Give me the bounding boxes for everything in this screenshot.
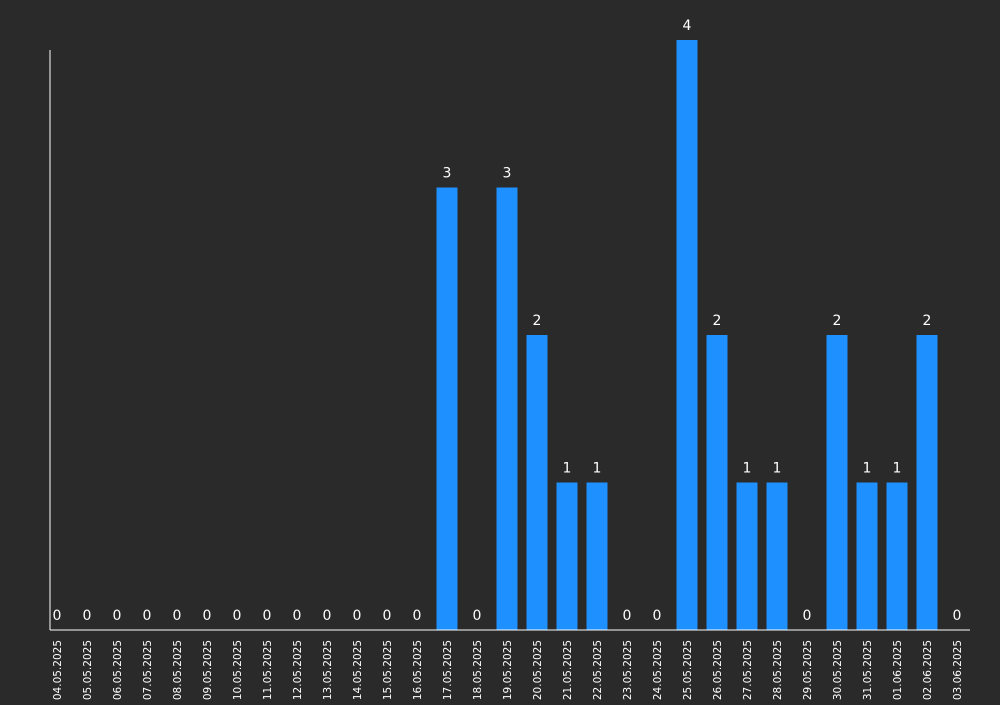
- bar-02.06.2025: [916, 335, 938, 630]
- x-tick-label-22.05.2025: 22.05.2025: [592, 640, 604, 700]
- x-tick-label-06.05.2025: 06.05.2025: [112, 640, 124, 700]
- x-tick-label-14.05.2025: 14.05.2025: [352, 640, 364, 700]
- value-label-23.05.2025: 0: [623, 608, 632, 624]
- x-tick-label-11.05.2025: 11.05.2025: [262, 640, 274, 700]
- value-label-21.05.2025: 1: [563, 461, 572, 477]
- x-tick-label-26.05.2025: 26.05.2025: [712, 640, 724, 700]
- x-tick-label-29.05.2025: 29.05.2025: [802, 640, 814, 700]
- bar-27.05.2025: [736, 482, 758, 630]
- value-label-18.05.2025: 0: [473, 608, 482, 624]
- x-tick-label-23.05.2025: 23.05.2025: [622, 640, 634, 700]
- value-label-19.05.2025: 3: [503, 166, 512, 182]
- x-tick-labels-layer: 04.05.2025 05.05.2025 06.05.2025 07.05.2025…: [52, 640, 964, 700]
- value-labels-layer: 0 0 0 0 0 0 0 0 0 0 0 0 0 3 0 3 2 1 1 0 0 4 2 1 1 0 2 1 1 2 0: [53, 18, 962, 624]
- value-label-15.05.2025: 0: [383, 608, 392, 624]
- bar-21.05.2025: [556, 482, 578, 630]
- bar-20.05.2025: [526, 335, 548, 630]
- bar-26.05.2025: [706, 335, 728, 630]
- value-label-30.05.2025: 2: [833, 313, 842, 329]
- value-label-05.05.2025: 0: [83, 608, 92, 624]
- x-tick-label-08.05.2025: 08.05.2025: [172, 640, 184, 700]
- value-label-29.05.2025: 0: [803, 608, 812, 624]
- x-tick-label-13.05.2025: 13.05.2025: [322, 640, 334, 700]
- value-label-20.05.2025: 2: [533, 313, 542, 329]
- value-label-28.05.2025: 1: [773, 461, 782, 477]
- value-label-02.06.2025: 2: [923, 313, 932, 329]
- value-label-16.05.2025: 0: [413, 608, 422, 624]
- value-label-12.05.2025: 0: [293, 608, 302, 624]
- x-tick-label-20.05.2025: 20.05.2025: [532, 640, 544, 700]
- bar-22.05.2025: [586, 482, 608, 630]
- value-label-04.05.2025: 0: [53, 608, 62, 624]
- value-label-31.05.2025: 1: [863, 461, 872, 477]
- x-tick-label-15.05.2025: 15.05.2025: [382, 640, 394, 700]
- x-tick-label-02.06.2025: 02.06.2025: [922, 640, 934, 700]
- value-label-25.05.2025: 4: [683, 18, 692, 34]
- x-tick-label-28.05.2025: 28.05.2025: [772, 640, 784, 700]
- x-tick-label-09.05.2025: 09.05.2025: [202, 640, 214, 700]
- bar-01.06.2025: [886, 482, 908, 630]
- x-tick-label-21.05.2025: 21.05.2025: [562, 640, 574, 700]
- x-tick-label-30.05.2025: 30.05.2025: [832, 640, 844, 700]
- x-tick-label-03.06.2025: 03.06.2025: [952, 640, 964, 700]
- x-tick-label-27.05.2025: 27.05.2025: [742, 640, 754, 700]
- value-label-22.05.2025: 1: [593, 461, 602, 477]
- value-label-14.05.2025: 0: [353, 608, 362, 624]
- bars-layer: [436, 40, 938, 630]
- value-label-01.06.2025: 1: [893, 461, 902, 477]
- bar-19.05.2025: [496, 187, 518, 630]
- value-label-03.06.2025: 0: [953, 608, 962, 624]
- x-tick-label-31.05.2025: 31.05.2025: [862, 640, 874, 700]
- value-label-10.05.2025: 0: [233, 608, 242, 624]
- value-label-26.05.2025: 2: [713, 313, 722, 329]
- x-tick-label-25.05.2025: 25.05.2025: [682, 640, 694, 700]
- value-label-17.05.2025: 3: [443, 166, 452, 182]
- x-tick-label-01.06.2025: 01.06.2025: [892, 640, 904, 700]
- value-label-07.05.2025: 0: [143, 608, 152, 624]
- x-tick-label-04.05.2025: 04.05.2025: [52, 640, 64, 700]
- value-label-27.05.2025: 1: [743, 461, 752, 477]
- value-label-09.05.2025: 0: [203, 608, 212, 624]
- bar-30.05.2025: [826, 335, 848, 630]
- x-tick-label-18.05.2025: 18.05.2025: [472, 640, 484, 700]
- x-tick-label-19.05.2025: 19.05.2025: [502, 640, 514, 700]
- bar-31.05.2025: [856, 482, 878, 630]
- x-tick-label-05.05.2025: 05.05.2025: [82, 640, 94, 700]
- x-tick-label-10.05.2025: 10.05.2025: [232, 640, 244, 700]
- x-tick-label-07.05.2025: 07.05.2025: [142, 640, 154, 700]
- value-label-06.05.2025: 0: [113, 608, 122, 624]
- x-tick-label-17.05.2025: 17.05.2025: [442, 640, 454, 700]
- value-label-11.05.2025: 0: [263, 608, 272, 624]
- value-label-08.05.2025: 0: [173, 608, 182, 624]
- bar-25.05.2025: [676, 40, 698, 630]
- x-tick-label-24.05.2025: 24.05.2025: [652, 640, 664, 700]
- x-tick-label-12.05.2025: 12.05.2025: [292, 640, 304, 700]
- bar-28.05.2025: [766, 482, 788, 630]
- bar-17.05.2025: [436, 187, 458, 630]
- x-tick-label-16.05.2025: 16.05.2025: [412, 640, 424, 700]
- value-label-24.05.2025: 0: [653, 608, 662, 624]
- value-label-13.05.2025: 0: [323, 608, 332, 624]
